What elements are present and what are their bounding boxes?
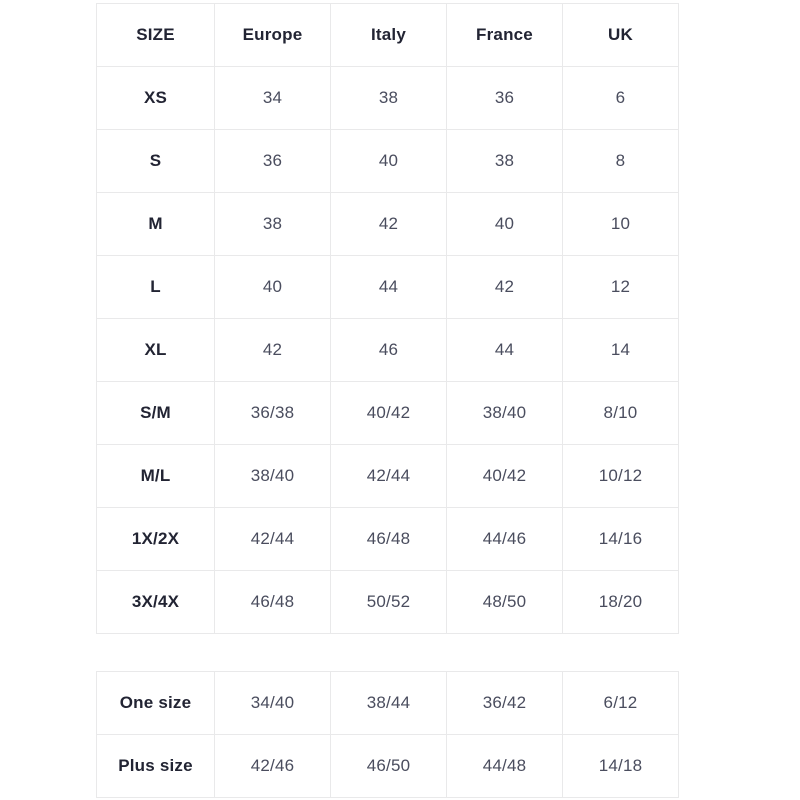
table-row: S/M 36/38 40/42 38/40 8/10 (96, 381, 679, 445)
cell-italy: 40/42 (330, 381, 447, 445)
cell-size: M (96, 192, 215, 256)
cell-uk: 8/10 (562, 381, 679, 445)
cell-size: XS (96, 66, 215, 130)
cell-uk: 6 (562, 66, 679, 130)
cell-europe: 40 (214, 255, 331, 319)
cell-uk: 8 (562, 129, 679, 193)
column-header-europe: Europe (214, 3, 331, 67)
cell-italy: 42/44 (330, 444, 447, 508)
column-header-france: France (446, 3, 563, 67)
table-row: 1X/2X 42/44 46/48 44/46 14/16 (96, 507, 679, 571)
cell-uk: 18/20 (562, 570, 679, 634)
cell-europe: 36 (214, 129, 331, 193)
cell-uk: 14 (562, 318, 679, 382)
cell-france: 38 (446, 129, 563, 193)
cell-italy: 46/48 (330, 507, 447, 571)
cell-size: 3X/4X (96, 570, 215, 634)
cell-europe: 42/44 (214, 507, 331, 571)
cell-size: One size (96, 671, 215, 735)
cell-uk: 12 (562, 255, 679, 319)
cell-europe: 38 (214, 192, 331, 256)
cell-italy: 50/52 (330, 570, 447, 634)
table-header: SIZE Europe Italy France UK (96, 3, 679, 67)
cell-europe: 34/40 (214, 671, 331, 735)
cell-france: 36 (446, 66, 563, 130)
cell-france: 36/42 (446, 671, 563, 735)
cell-france: 44/48 (446, 734, 563, 798)
cell-france: 38/40 (446, 381, 563, 445)
table-row: XS 34 38 36 6 (96, 66, 679, 130)
table-row: Plus size 42/46 46/50 44/48 14/18 (96, 734, 679, 798)
cell-france: 44 (446, 318, 563, 382)
cell-italy: 44 (330, 255, 447, 319)
column-header-uk: UK (562, 3, 679, 67)
cell-italy: 38 (330, 66, 447, 130)
standard-size-conversion-table: SIZE Europe Italy France UK XS 34 38 36 … (96, 3, 679, 634)
cell-uk: 14/18 (562, 734, 679, 798)
cell-france: 40 (446, 192, 563, 256)
cell-france: 48/50 (446, 570, 563, 634)
cell-europe: 46/48 (214, 570, 331, 634)
cell-size: XL (96, 318, 215, 382)
column-header-italy: Italy (330, 3, 447, 67)
cell-size: L (96, 255, 215, 319)
cell-uk: 14/16 (562, 507, 679, 571)
cell-italy: 46 (330, 318, 447, 382)
size-chart-container: SIZE Europe Italy France UK XS 34 38 36 … (96, 3, 679, 798)
table-header-row: SIZE Europe Italy France UK (96, 3, 679, 67)
cell-france: 44/46 (446, 507, 563, 571)
cell-size: M/L (96, 444, 215, 508)
cell-europe: 42 (214, 318, 331, 382)
cell-italy: 46/50 (330, 734, 447, 798)
cell-europe: 34 (214, 66, 331, 130)
column-header-size: SIZE (96, 3, 215, 67)
cell-size: S (96, 129, 215, 193)
table-row: XL 42 46 44 14 (96, 318, 679, 382)
table-body: One size 34/40 38/44 36/42 6/12 Plus siz… (96, 671, 679, 798)
one-size-conversion-table: One size 34/40 38/44 36/42 6/12 Plus siz… (96, 671, 679, 798)
table-row: M 38 42 40 10 (96, 192, 679, 256)
cell-uk: 10 (562, 192, 679, 256)
cell-uk: 6/12 (562, 671, 679, 735)
cell-italy: 38/44 (330, 671, 447, 735)
table-row: 3X/4X 46/48 50/52 48/50 18/20 (96, 570, 679, 634)
table-row: S 36 40 38 8 (96, 129, 679, 193)
cell-italy: 42 (330, 192, 447, 256)
table-row: One size 34/40 38/44 36/42 6/12 (96, 671, 679, 735)
cell-size: 1X/2X (96, 507, 215, 571)
table-row: M/L 38/40 42/44 40/42 10/12 (96, 444, 679, 508)
cell-europe: 38/40 (214, 444, 331, 508)
cell-europe: 42/46 (214, 734, 331, 798)
cell-size: Plus size (96, 734, 215, 798)
cell-france: 40/42 (446, 444, 563, 508)
cell-size: S/M (96, 381, 215, 445)
cell-europe: 36/38 (214, 381, 331, 445)
cell-uk: 10/12 (562, 444, 679, 508)
cell-italy: 40 (330, 129, 447, 193)
table-row: L 40 44 42 12 (96, 255, 679, 319)
table-separator-gap (96, 634, 678, 671)
table-body: XS 34 38 36 6 S 36 40 38 8 M 38 42 40 10 (96, 66, 679, 634)
cell-france: 42 (446, 255, 563, 319)
